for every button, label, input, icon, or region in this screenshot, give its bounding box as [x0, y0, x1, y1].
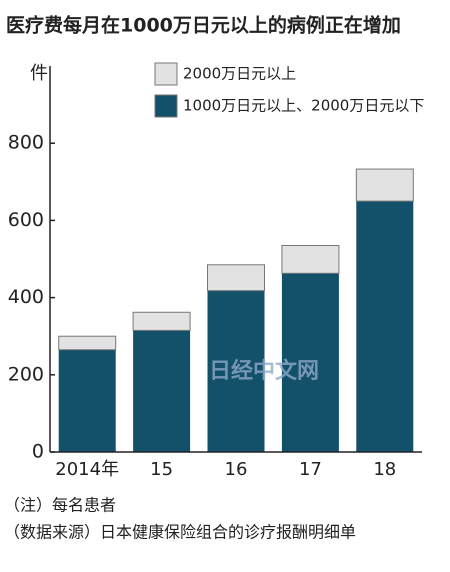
y-tick-label: 200 [8, 363, 44, 385]
x-tick-label: 15 [150, 459, 173, 480]
bar-segment [281, 273, 339, 452]
bar-segment [58, 335, 117, 351]
y-tick-label: 600 [8, 209, 44, 231]
bar-segment [356, 201, 414, 452]
legend-swatch [154, 62, 178, 86]
source: （数据来源）日本健康保险组合的诊疗报酬明细单 [4, 523, 356, 542]
y-axis-label: 件 [30, 63, 48, 84]
x-tick-label: 17 [299, 459, 322, 480]
watermark: 日经中文网 [209, 358, 319, 384]
legend-swatch [154, 94, 178, 118]
bar-segment [207, 290, 265, 452]
bar-segment [132, 311, 191, 331]
x-tick-label: 16 [225, 459, 248, 480]
y-tick-label: 400 [8, 286, 44, 308]
bar-segment [281, 244, 340, 274]
legend-label: 2000万日元以上 [183, 65, 296, 83]
note: （注）每名患者 [4, 496, 116, 515]
bar-segment [133, 330, 191, 452]
bar-segment [207, 264, 265, 292]
bar-segment [355, 168, 414, 202]
y-tick-label: 0 [32, 441, 44, 463]
chart-title: 医疗费每月在1000万日元以上的病例正在增加 [6, 14, 401, 37]
y-tick-label: 800 [8, 132, 44, 154]
x-tick-label: 2014年 [55, 459, 119, 480]
bar-segment [58, 349, 116, 452]
legend-label: 1000万日元以上、2000万日元以下 [183, 97, 424, 115]
x-tick-label: 18 [373, 459, 396, 480]
